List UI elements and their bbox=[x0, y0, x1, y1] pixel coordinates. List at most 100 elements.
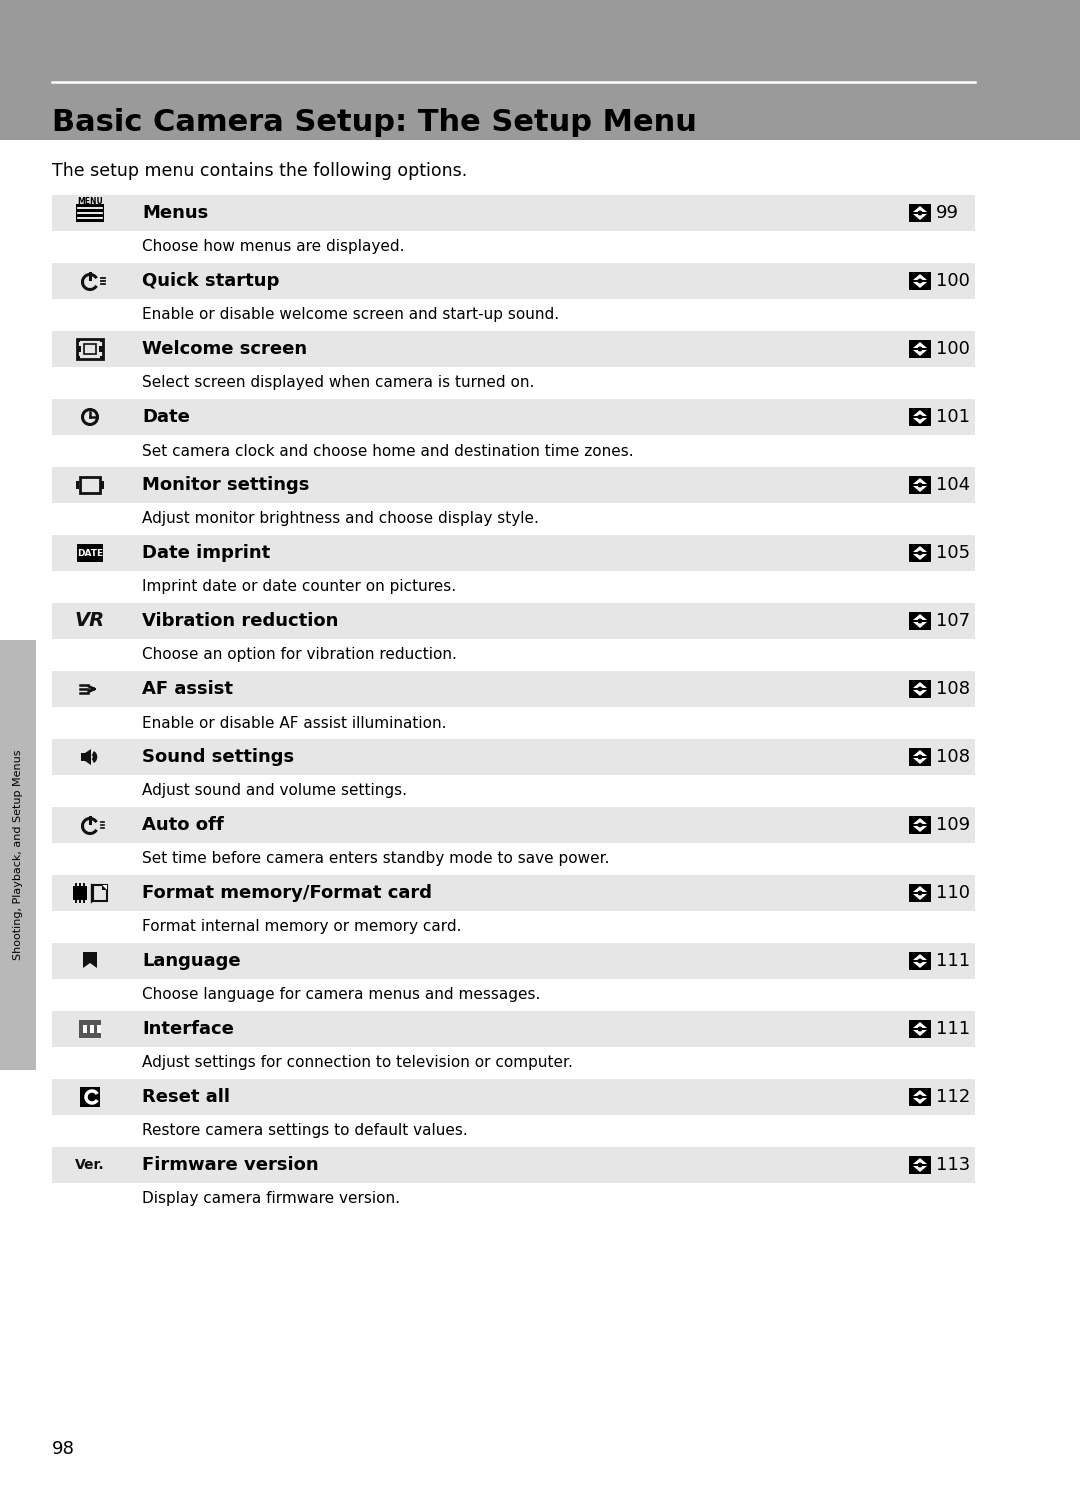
Polygon shape bbox=[913, 478, 927, 484]
Bar bbox=[909, 884, 931, 902]
Text: AF assist: AF assist bbox=[141, 681, 233, 698]
Bar bbox=[52, 502, 975, 535]
Text: Adjust settings for connection to television or computer.: Adjust settings for connection to televi… bbox=[141, 1055, 572, 1070]
Text: 100: 100 bbox=[936, 340, 970, 358]
Polygon shape bbox=[913, 614, 927, 620]
Text: Vibration reduction: Vibration reduction bbox=[141, 612, 338, 630]
Text: Adjust monitor brightness and choose display style.: Adjust monitor brightness and choose dis… bbox=[141, 511, 539, 526]
Bar bbox=[909, 340, 931, 358]
Circle shape bbox=[918, 890, 922, 896]
Bar bbox=[77, 544, 103, 562]
Bar bbox=[52, 603, 975, 639]
Bar bbox=[52, 1147, 975, 1183]
Circle shape bbox=[918, 211, 922, 215]
Bar bbox=[52, 400, 975, 435]
Polygon shape bbox=[913, 1030, 927, 1036]
Text: Display camera firmware version.: Display camera firmware version. bbox=[141, 1192, 400, 1207]
Text: Firmware version: Firmware version bbox=[141, 1156, 319, 1174]
Polygon shape bbox=[913, 682, 927, 688]
Text: Auto off: Auto off bbox=[141, 816, 224, 834]
Bar bbox=[52, 672, 975, 707]
Text: DATE: DATE bbox=[77, 548, 103, 557]
Text: Format memory/Format card: Format memory/Format card bbox=[141, 884, 432, 902]
Text: VR: VR bbox=[75, 612, 105, 630]
Bar bbox=[83, 901, 85, 903]
Text: Enable or disable AF assist illumination.: Enable or disable AF assist illumination… bbox=[141, 715, 446, 731]
Polygon shape bbox=[913, 826, 927, 832]
Polygon shape bbox=[913, 623, 927, 629]
Text: 105: 105 bbox=[936, 544, 970, 562]
Bar bbox=[52, 875, 975, 911]
Circle shape bbox=[918, 958, 922, 963]
Circle shape bbox=[918, 1027, 922, 1031]
Bar bbox=[77, 346, 81, 352]
Circle shape bbox=[918, 687, 922, 691]
Polygon shape bbox=[913, 758, 927, 764]
Polygon shape bbox=[913, 961, 927, 967]
Polygon shape bbox=[913, 1098, 927, 1104]
Bar bbox=[909, 816, 931, 834]
Text: Language: Language bbox=[141, 953, 241, 970]
Bar bbox=[52, 230, 975, 263]
Text: Set camera clock and choose home and destination time zones.: Set camera clock and choose home and des… bbox=[141, 443, 634, 459]
Text: 104: 104 bbox=[936, 476, 970, 493]
Text: 98: 98 bbox=[52, 1440, 75, 1458]
Bar bbox=[909, 544, 931, 562]
Polygon shape bbox=[913, 351, 927, 357]
Text: The setup menu contains the following options.: The setup menu contains the following op… bbox=[52, 162, 468, 180]
Bar bbox=[52, 911, 975, 944]
Bar bbox=[80, 477, 100, 493]
Text: 110: 110 bbox=[936, 884, 970, 902]
Text: Restore camera settings to default values.: Restore camera settings to default value… bbox=[141, 1123, 468, 1138]
Bar bbox=[77, 339, 103, 360]
Bar bbox=[100, 357, 103, 360]
Bar bbox=[75, 883, 77, 886]
Polygon shape bbox=[913, 954, 927, 960]
Text: Choose an option for vibration reduction.: Choose an option for vibration reduction… bbox=[141, 648, 457, 663]
Text: 112: 112 bbox=[936, 1088, 970, 1106]
Text: Quick startup: Quick startup bbox=[141, 272, 280, 290]
Polygon shape bbox=[83, 953, 97, 967]
Bar bbox=[52, 707, 975, 739]
Polygon shape bbox=[913, 418, 927, 424]
Text: Reset all: Reset all bbox=[141, 1088, 230, 1106]
Bar bbox=[909, 476, 931, 493]
Bar bbox=[79, 883, 81, 886]
Bar bbox=[52, 535, 975, 571]
Polygon shape bbox=[913, 690, 927, 695]
Text: Choose how menus are displayed.: Choose how menus are displayed. bbox=[141, 239, 405, 254]
Text: Choose language for camera menus and messages.: Choose language for camera menus and mes… bbox=[141, 988, 540, 1003]
Bar bbox=[52, 739, 975, 776]
Circle shape bbox=[918, 1162, 922, 1168]
Polygon shape bbox=[913, 554, 927, 560]
Bar bbox=[52, 263, 975, 299]
Bar bbox=[909, 747, 931, 765]
Bar bbox=[52, 944, 975, 979]
Text: Monitor settings: Monitor settings bbox=[141, 476, 309, 493]
Text: 113: 113 bbox=[936, 1156, 970, 1174]
Bar bbox=[909, 204, 931, 221]
Bar bbox=[52, 467, 975, 502]
Bar bbox=[77, 357, 80, 360]
Text: 99: 99 bbox=[936, 204, 959, 221]
Bar bbox=[52, 1048, 975, 1079]
Text: Adjust sound and volume settings.: Adjust sound and volume settings. bbox=[141, 783, 407, 798]
Bar bbox=[52, 639, 975, 672]
Bar bbox=[52, 979, 975, 1010]
Circle shape bbox=[918, 822, 922, 828]
Text: 101: 101 bbox=[936, 409, 970, 426]
Bar bbox=[52, 299, 975, 331]
Circle shape bbox=[918, 346, 922, 352]
Text: 108: 108 bbox=[936, 681, 970, 698]
Polygon shape bbox=[81, 749, 91, 765]
Bar bbox=[79, 901, 81, 903]
Text: MENU: MENU bbox=[77, 198, 103, 207]
Bar bbox=[909, 1019, 931, 1039]
Polygon shape bbox=[913, 410, 927, 416]
Bar bbox=[52, 571, 975, 603]
Bar bbox=[102, 481, 104, 489]
Circle shape bbox=[918, 1095, 922, 1100]
Bar bbox=[93, 886, 107, 901]
Bar bbox=[77, 339, 80, 342]
Text: 107: 107 bbox=[936, 612, 970, 630]
